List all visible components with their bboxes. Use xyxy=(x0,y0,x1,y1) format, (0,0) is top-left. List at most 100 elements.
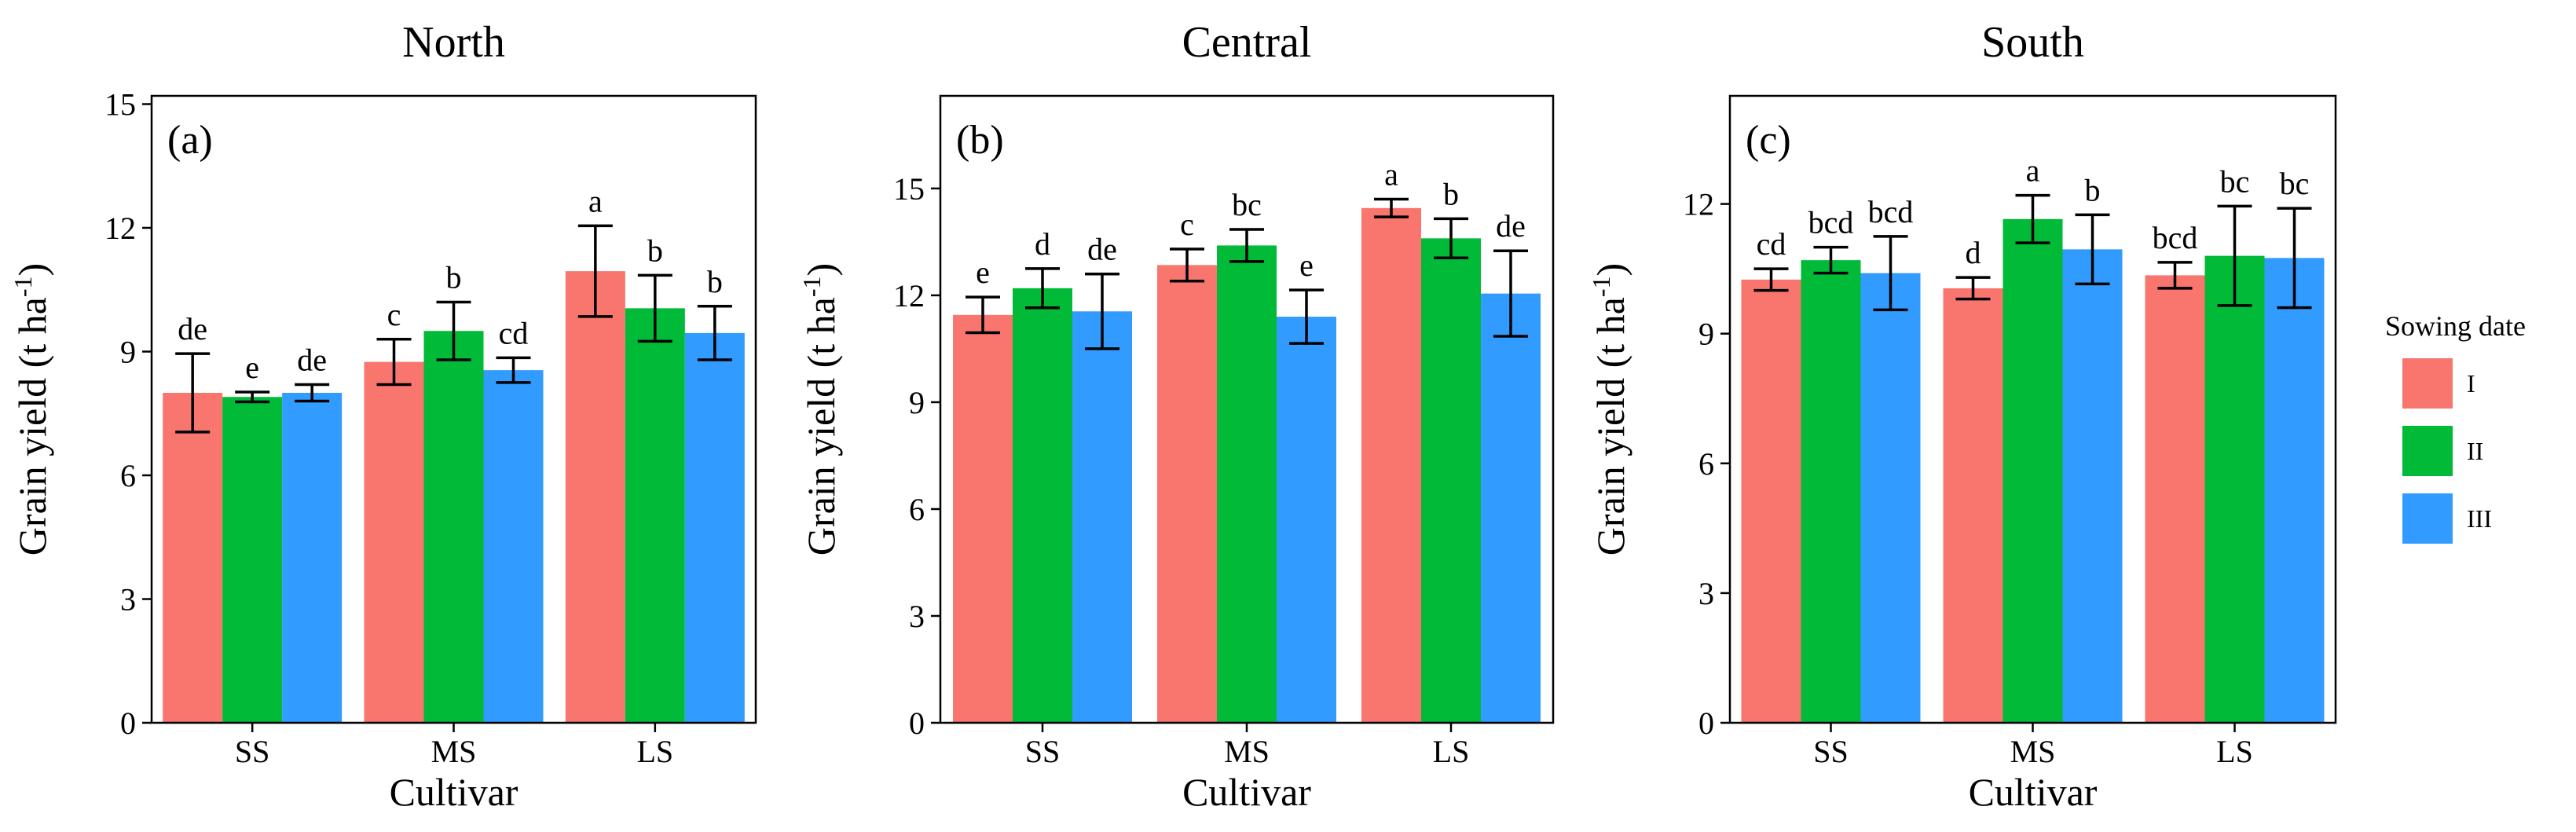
legend-label-iii: III xyxy=(2467,504,2492,533)
y-tick-label: 6 xyxy=(909,492,925,527)
significance-letter: b xyxy=(2085,172,2101,207)
significance-letter: d xyxy=(1966,235,1981,270)
bar-ms-iii xyxy=(1277,317,1336,723)
error-bar xyxy=(1374,197,1409,218)
error-bar xyxy=(1813,245,1849,275)
error-bar xyxy=(295,383,330,403)
significance-letter: b xyxy=(647,233,663,268)
bar-ms-iii xyxy=(483,370,544,723)
significance-letter: b xyxy=(1443,176,1459,211)
error-bar xyxy=(1085,272,1119,350)
chart-panel-central: Central e c a d bc b de e de 0 3 6 9 12 15 SS MS LS Cultiva… xyxy=(797,18,1555,814)
error-bar xyxy=(966,295,1000,335)
y-tick-label: 0 xyxy=(120,706,136,741)
bar-ss-i xyxy=(953,314,1013,724)
panel-title: North xyxy=(402,18,505,67)
bar-ls-ii xyxy=(625,308,685,723)
legend-label-ii: II xyxy=(2467,437,2483,465)
error-bar xyxy=(1170,247,1204,283)
y-tick-label: 12 xyxy=(104,211,136,246)
legend-swatch-ii xyxy=(2402,426,2453,476)
significance-letter: de xyxy=(178,311,207,346)
error-bar xyxy=(1289,288,1324,345)
significance-letter: bc xyxy=(2220,163,2250,199)
bar-ls-ii xyxy=(1421,238,1481,723)
error-bar xyxy=(1753,267,1789,292)
panel-label: (c) xyxy=(1746,118,1791,163)
y-tick-label: 0 xyxy=(1698,706,1714,741)
bar-ms-ii xyxy=(423,331,484,723)
error-bar xyxy=(2075,213,2110,286)
x-axis-title: Cultivar xyxy=(390,770,518,814)
bar-ls-i xyxy=(1361,207,1421,723)
significance-letter: c xyxy=(387,297,401,332)
bar-ss-iii xyxy=(1072,311,1132,723)
significance-letter: cd xyxy=(1757,226,1786,262)
bar-ms-i xyxy=(1157,265,1217,723)
y-axis-title: Grain yield (t ha-1) xyxy=(9,263,54,555)
error-bar xyxy=(2157,261,2193,290)
bar-ls-i xyxy=(565,271,625,723)
x-axis-title: Cultivar xyxy=(1182,770,1311,814)
significance-letter: b xyxy=(707,264,723,299)
legend-swatch-i xyxy=(2402,358,2453,409)
bar-ss-ii xyxy=(1013,288,1072,723)
x-axis-title: Cultivar xyxy=(1969,770,2098,814)
error-bar xyxy=(1955,276,1991,301)
y-tick-label: 9 xyxy=(1698,317,1714,352)
error-bar xyxy=(2217,204,2252,307)
error-bar xyxy=(1873,235,1908,312)
bar-ss-ii xyxy=(1801,260,1861,723)
significance-letter: bc xyxy=(1232,187,1262,222)
significance-letter: de xyxy=(297,343,327,378)
bar-ls-ii xyxy=(2204,255,2265,724)
panel-label: (a) xyxy=(167,118,213,163)
y-tick-label: 3 xyxy=(120,582,136,618)
x-tick-label: LS xyxy=(636,734,673,769)
bar-ms-i xyxy=(364,361,424,723)
bar-ms-ii xyxy=(2003,218,2063,723)
significance-letter: a xyxy=(588,183,603,218)
panel-title: South xyxy=(1981,18,2084,67)
significance-letter: de xyxy=(1087,232,1117,267)
chart-panel-north: North de c a e b b de cd b 0 3 6 9 12 15 SS MS LS Cultivar G… xyxy=(9,18,757,814)
y-tick-label: 12 xyxy=(1683,187,1714,222)
error-bar xyxy=(697,305,732,361)
bar-ls-iii xyxy=(1481,293,1541,723)
significance-letter: d xyxy=(1035,226,1050,262)
error-bar xyxy=(436,300,471,361)
error-bar xyxy=(1229,228,1264,263)
bar-ss-i xyxy=(1741,279,1801,723)
error-bar xyxy=(235,390,270,404)
y-tick-label: 6 xyxy=(1698,446,1714,482)
x-tick-label: MS xyxy=(2010,734,2056,769)
significance-letter: bcd xyxy=(1808,205,1854,240)
y-tick-label: 9 xyxy=(909,385,925,420)
significance-letter: cd xyxy=(499,315,529,350)
significance-letter: e xyxy=(976,255,990,290)
y-tick-label: 3 xyxy=(909,599,925,634)
error-bar xyxy=(2015,193,2050,244)
y-axis-title: Grain yield (t ha-1) xyxy=(797,263,843,555)
x-tick-label: SS xyxy=(235,734,270,769)
error-bar xyxy=(376,338,412,387)
error-bar xyxy=(1025,267,1060,310)
y-tick-label: 3 xyxy=(1698,576,1714,611)
y-tick-label: 15 xyxy=(104,87,136,123)
bar-ls-iii xyxy=(684,332,745,723)
x-tick-label: LS xyxy=(2216,734,2253,769)
legend-title: Sowing date xyxy=(2385,310,2526,342)
x-tick-label: LS xyxy=(1433,734,1470,769)
bar-ms-ii xyxy=(1217,245,1277,723)
y-tick-label: 0 xyxy=(909,706,925,741)
error-bar xyxy=(496,356,531,384)
panel-label: (b) xyxy=(956,118,1004,163)
bar-ms-iii xyxy=(2062,249,2123,723)
significance-letter: e xyxy=(1299,247,1314,283)
error-bar xyxy=(175,352,211,434)
error-bar xyxy=(577,224,613,318)
x-tick-label: MS xyxy=(1224,734,1270,769)
y-tick-label: 6 xyxy=(120,458,136,493)
